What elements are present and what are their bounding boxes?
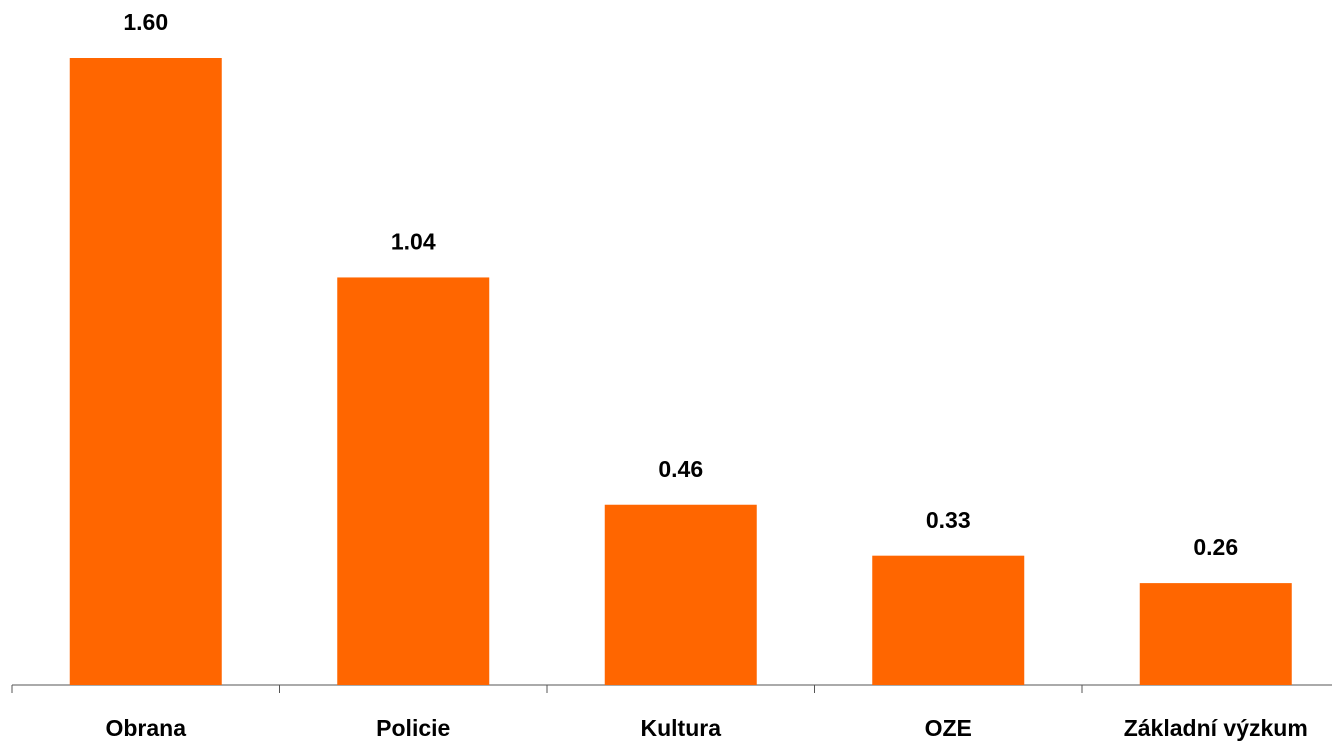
value-label: 1.04 [391,229,436,255]
bar [1139,583,1292,685]
x-tick-label: Základní výzkum [1124,715,1308,741]
bar [872,555,1025,685]
bar [337,277,490,685]
x-tick-label: OZE [925,715,972,741]
bar [604,504,757,685]
value-label: 0.46 [658,456,703,482]
value-label: 0.26 [1193,534,1238,560]
bar [69,58,222,685]
x-tick-label: Obrana [105,715,186,741]
value-label: 1.60 [123,9,168,35]
x-tick-label: Policie [376,715,450,741]
x-tick-label: Kultura [641,715,722,741]
value-label: 0.33 [926,507,971,533]
